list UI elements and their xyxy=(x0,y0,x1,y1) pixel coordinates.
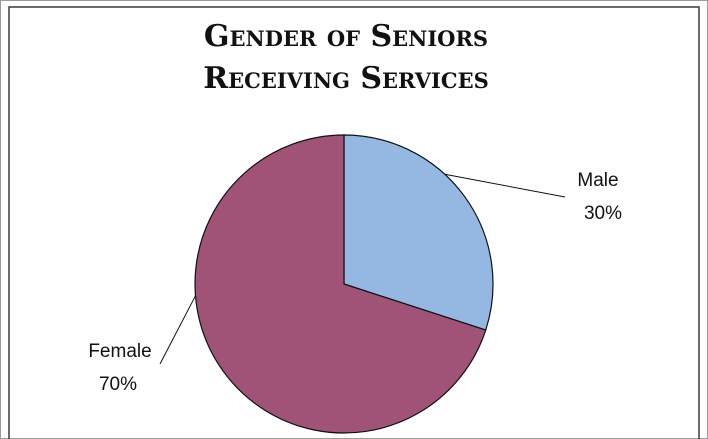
frame-inner-border xyxy=(8,6,700,439)
pie-slice-male xyxy=(343,134,494,331)
slice-value-male: 30% xyxy=(584,203,622,224)
slice-label-male: Male xyxy=(577,170,618,191)
leader-line-female xyxy=(159,295,196,365)
slice-value-female: 70% xyxy=(99,374,137,395)
pie-slice-female xyxy=(194,134,487,434)
chart-title-line-2: Receiving Services xyxy=(203,61,489,96)
leader-line-male xyxy=(444,173,566,198)
slice-label-female: Female xyxy=(88,341,151,362)
chart-title-line-1: Gender of Seniors xyxy=(204,19,488,54)
pie-slices xyxy=(194,134,494,434)
